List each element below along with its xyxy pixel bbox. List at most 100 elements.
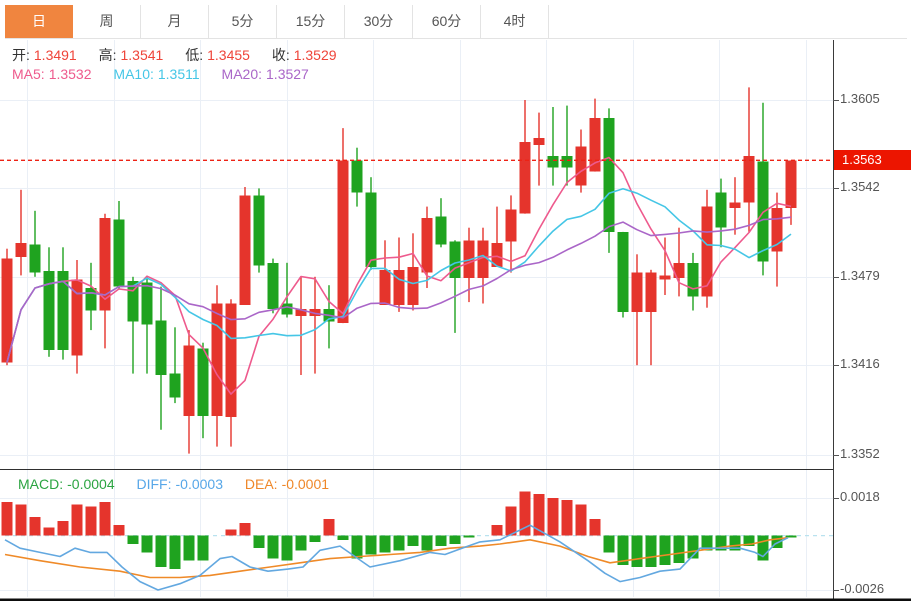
macd-bar: [351, 535, 363, 559]
candle-body: [57, 271, 69, 350]
candlestick[interactable]: [99, 213, 111, 349]
candle-body: [617, 231, 629, 312]
candlestick[interactable]: [645, 269, 657, 366]
candle-body: [561, 156, 573, 168]
candlestick[interactable]: [71, 260, 83, 374]
candlestick[interactable]: [281, 262, 293, 318]
tab-15min[interactable]: 15分: [277, 5, 345, 38]
candlestick[interactable]: [631, 254, 643, 366]
candlestick[interactable]: [253, 188, 265, 273]
candle-body: [281, 303, 293, 315]
candlestick[interactable]: [1, 248, 13, 366]
candlestick[interactable]: [379, 240, 391, 305]
close-value: 1.3529: [293, 47, 337, 63]
macd-bar: [463, 535, 475, 538]
candlestick[interactable]: [533, 112, 545, 186]
candlestick[interactable]: [687, 252, 699, 311]
candlestick[interactable]: [309, 276, 321, 374]
candle-body: [687, 262, 699, 297]
tab-30min[interactable]: 30分: [345, 5, 413, 38]
candle-body: [491, 243, 503, 267]
macd-bar: [407, 535, 419, 547]
high-label: 高:: [98, 47, 117, 63]
candlestick[interactable]: [771, 192, 783, 287]
candlestick[interactable]: [295, 276, 307, 375]
candle-body: [631, 272, 643, 312]
candlestick[interactable]: [547, 107, 559, 186]
candlestick[interactable]: [351, 147, 363, 207]
tab-week[interactable]: 周: [73, 5, 141, 38]
candlestick[interactable]: [575, 129, 587, 193]
tab-60min[interactable]: 60分: [413, 5, 481, 38]
candlestick[interactable]: [337, 128, 349, 324]
candle-body: [1, 258, 13, 363]
candlestick[interactable]: [43, 247, 55, 357]
candlestick[interactable]: [197, 342, 209, 439]
candlestick[interactable]: [141, 276, 153, 374]
candlestick[interactable]: [15, 189, 27, 276]
candlestick[interactable]: [183, 330, 195, 454]
candlestick[interactable]: [659, 237, 671, 296]
candlestick[interactable]: [603, 108, 615, 253]
tab-4hour[interactable]: 4时: [481, 5, 549, 38]
high-value: 1.3541: [120, 47, 164, 63]
candle-body: [393, 269, 405, 305]
candle-body: [239, 195, 251, 305]
candlestick[interactable]: [393, 237, 405, 312]
period-tabbar: 日周月 5分 15分 30分 60分 4时: [5, 5, 907, 39]
macd-bar: [113, 525, 125, 536]
candlestick[interactable]: [211, 285, 223, 447]
macd-bar: [29, 516, 41, 536]
macd-bar: [631, 535, 643, 567]
candlestick[interactable]: [421, 206, 433, 288]
macd-bar: [771, 535, 783, 549]
macd-label: MACD:: [18, 476, 64, 492]
candlestick[interactable]: [617, 231, 629, 318]
candlestick[interactable]: [715, 178, 727, 248]
candlestick[interactable]: [85, 262, 97, 331]
candlestick[interactable]: [743, 87, 755, 232]
candlestick[interactable]: [29, 210, 41, 277]
macd-bar: [785, 535, 797, 538]
candle-body: [99, 217, 111, 311]
candlestick[interactable]: [673, 227, 685, 297]
candlestick[interactable]: [435, 198, 447, 248]
candlestick[interactable]: [169, 327, 181, 404]
candlestick[interactable]: [477, 227, 489, 304]
macd-bar: [309, 535, 321, 542]
candlestick[interactable]: [407, 233, 419, 311]
candlestick[interactable]: [729, 177, 741, 235]
tab-day[interactable]: 日: [5, 5, 73, 38]
candle-body: [211, 303, 223, 416]
candlestick[interactable]: [365, 177, 377, 270]
candlestick[interactable]: [239, 187, 251, 305]
candlestick[interactable]: [561, 105, 573, 186]
candlestick[interactable]: [267, 258, 279, 314]
macd-legend: MACD: -0.0004 DIFF: -0.0003 DEA: -0.0001: [18, 476, 333, 492]
price-axis-label: 1.3416: [840, 356, 880, 371]
candle-body: [365, 192, 377, 267]
candle-body: [435, 216, 447, 245]
candlestick[interactable]: [127, 276, 139, 374]
candlestick[interactable]: [519, 100, 531, 214]
diff-label: DIFF:: [136, 476, 172, 492]
candle-body: [253, 195, 265, 266]
diff-value: -0.0003: [175, 476, 223, 492]
candlestick[interactable]: [589, 98, 601, 172]
candlestick[interactable]: [155, 286, 167, 430]
candlestick[interactable]: [505, 195, 517, 273]
candlestick[interactable]: [449, 240, 461, 333]
candlestick[interactable]: [785, 160, 797, 225]
tab-month[interactable]: 月: [141, 5, 209, 38]
macd-bar: [421, 535, 433, 551]
macd-bar: [169, 535, 181, 570]
candlestick[interactable]: [701, 189, 713, 308]
candlestick[interactable]: [225, 299, 237, 447]
macd-bar: [533, 493, 545, 536]
price-axis-label: 1.3542: [840, 179, 880, 194]
candlestick[interactable]: [113, 201, 125, 290]
tab-5min[interactable]: 5分: [209, 5, 277, 38]
macd-bar: [547, 498, 559, 536]
candlestick[interactable]: [57, 247, 69, 360]
